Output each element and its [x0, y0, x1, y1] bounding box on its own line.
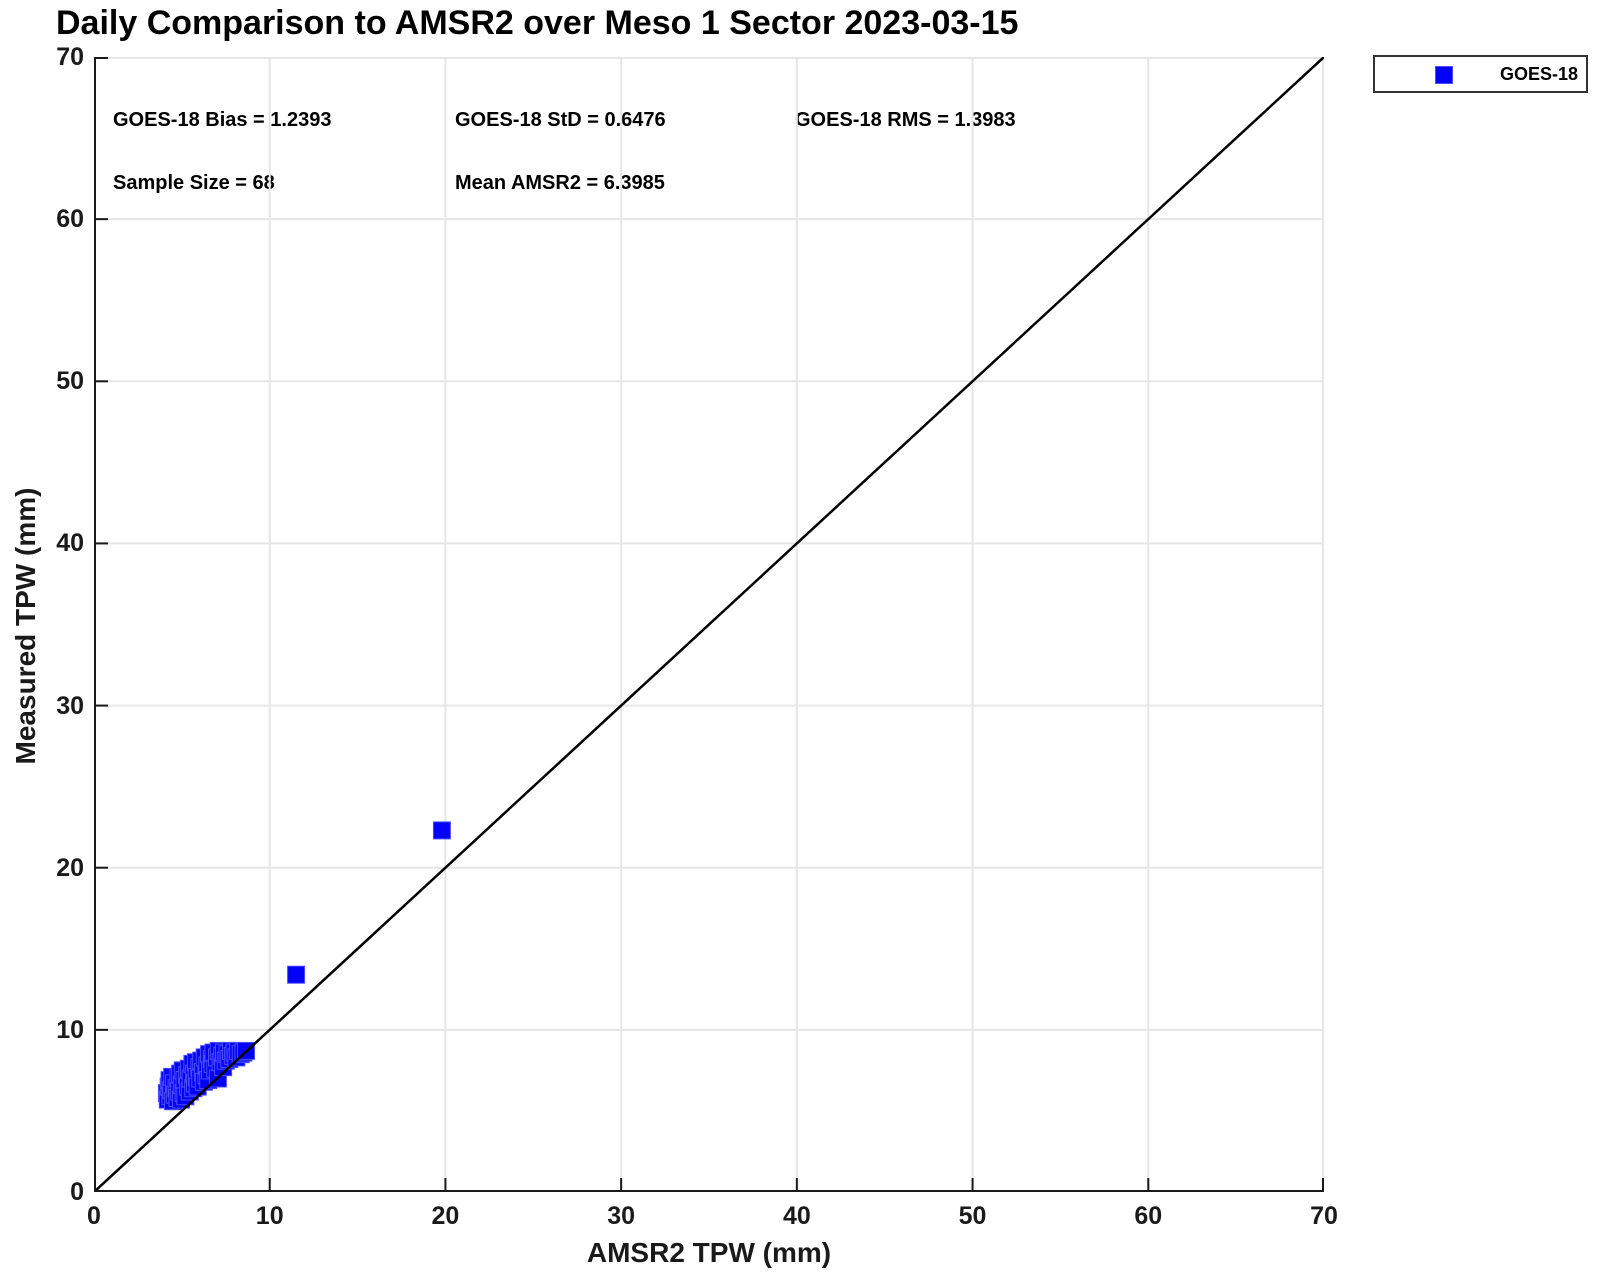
stat-sample-size: Sample Size = 68	[113, 172, 275, 194]
stat-mean-amsr2: Mean AMSR2 = 6.3985	[455, 172, 665, 194]
x-tick-label: 0	[87, 1202, 101, 1230]
y-tick-label: 20	[56, 853, 84, 882]
y-axis-label: Measured TPW (mm)	[10, 487, 41, 765]
data-point-marker	[432, 821, 451, 840]
reference-line	[94, 57, 1324, 1192]
y-tick-label: 40	[56, 529, 84, 558]
y-tick-label: 30	[56, 691, 84, 720]
x-tick-label: 50	[958, 1202, 987, 1230]
y-tick-label: 60	[56, 205, 84, 234]
x-tick-label: 40	[782, 1202, 811, 1230]
stat-bias: GOES-18 Bias = 1.2393	[113, 109, 332, 131]
chart-title: Daily Comparison to AMSR2 over Meso 1 Se…	[56, 4, 1019, 42]
x-axis-label: AMSR2 TPW (mm)	[586, 1237, 832, 1268]
y-tick-label: 50	[56, 367, 84, 396]
data-point-marker	[287, 965, 306, 984]
legend-series-label: GOES-18	[1500, 64, 1579, 84]
x-tick-label: 20	[431, 1202, 460, 1230]
x-tick-label: 10	[255, 1202, 284, 1230]
y-tick-label: 0	[70, 1178, 84, 1206]
y-tick-label: 10	[56, 1015, 84, 1044]
y-tick-label: 70	[56, 43, 84, 71]
plot-area	[94, 57, 1324, 1192]
x-tick-label: 70	[1310, 1202, 1338, 1230]
legend: GOES-18	[1373, 55, 1588, 93]
stat-rms: GOES-18 RMS = 1.3983	[795, 109, 1016, 131]
plot-canvas	[94, 57, 1324, 1192]
stat-std: GOES-18 StD = 0.6476	[455, 109, 666, 131]
legend-marker-square-icon	[1435, 66, 1453, 84]
x-tick-label: 60	[1134, 1202, 1163, 1230]
x-tick-label: 30	[607, 1202, 636, 1230]
